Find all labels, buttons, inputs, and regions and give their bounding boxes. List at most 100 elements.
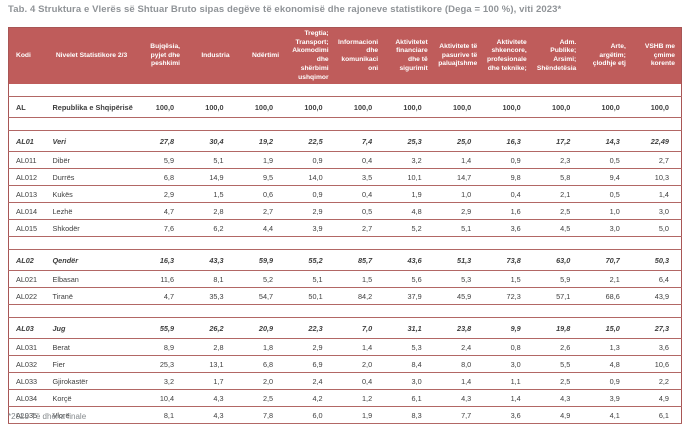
value-cell: 4,8: [384, 202, 434, 221]
value-cell: 2,5: [532, 372, 583, 391]
value-cell: 16,3: [136, 249, 187, 272]
spacer-cell: [8, 304, 682, 318]
value-cell: 43,3: [186, 249, 236, 272]
value-cell: 8,4: [384, 355, 434, 374]
value-cell: 1,4: [334, 338, 385, 357]
table-row: AL011 Dibër 5,9 5,1 1,9 0,9 0,4 3,2 1,4 0,9 2,3 0,5…: [8, 151, 682, 170]
value-cell: 1,0: [582, 202, 632, 221]
value-cell: 6,8: [136, 168, 187, 187]
value-cell: 4,5: [532, 219, 583, 238]
value-cell: 2,1: [532, 185, 583, 204]
value-cell: 100,0: [186, 96, 236, 119]
value-cell: 3,0: [582, 219, 632, 238]
value-cell: 2,0: [235, 372, 286, 391]
value-cell: 7,7: [433, 406, 484, 425]
value-cell: 9,5: [235, 168, 286, 187]
value-cell: 6,8: [235, 355, 286, 374]
value-cell: 4,3: [186, 389, 236, 408]
region-cell: Qendër: [48, 249, 137, 272]
value-cell: 17,2: [532, 130, 583, 153]
code-cell: AL033: [8, 372, 49, 391]
value-cell: 6,1: [384, 389, 434, 408]
value-cell: 1,4: [631, 185, 682, 204]
region-cell: Gjirokastër: [48, 372, 137, 391]
table-row: AL012 Durrës 6,8 14,9 9,5 14,0 3,5 10,1 14,7 9,8 5…: [8, 168, 682, 187]
value-cell: 45,9: [433, 287, 484, 306]
value-cell: 10,4: [136, 389, 187, 408]
value-cell: 55,9: [136, 317, 187, 340]
value-cell: 14,3: [582, 130, 632, 153]
value-cell: 19,2: [235, 130, 286, 153]
value-cell: 3,6: [483, 219, 533, 238]
value-cell: 43,6: [384, 249, 434, 272]
value-cell: 0,9: [582, 372, 632, 391]
value-cell: 100,0: [235, 96, 286, 119]
spacer-row: [8, 236, 682, 250]
value-cell: 2,4: [285, 372, 335, 391]
code-cell: AL012: [8, 168, 49, 187]
value-cell: 15,0: [582, 317, 632, 340]
region-cell: Jug: [48, 317, 137, 340]
value-cell: 100,0: [285, 96, 335, 119]
value-cell: 10,3: [631, 168, 682, 187]
code-cell: AL02: [8, 249, 49, 272]
code-cell: AL021: [8, 270, 49, 289]
spacer-row: [8, 84, 682, 97]
value-cell: 84,2: [334, 287, 385, 306]
value-cell: 5,2: [384, 219, 434, 238]
table-row: AL015 Shkodër 7,6 6,2 4,4 3,9 2,7 5,2 5,1 3,6 4,5 3…: [8, 219, 682, 238]
value-cell: 0,6: [235, 185, 286, 204]
value-cell: 3,0: [384, 372, 434, 391]
value-cell: 43,9: [631, 287, 682, 306]
value-cell: 10,6: [631, 355, 682, 374]
value-cell: 5,2: [235, 270, 286, 289]
region-cell: Lezhë: [48, 202, 137, 221]
table-row: AL033 Gjirokastër 3,2 1,7 2,0 2,4 0,4 3,0 1,4 1,1…: [8, 372, 682, 391]
value-cell: 25,3: [136, 355, 187, 374]
code-cell: AL035: [8, 406, 49, 425]
value-cell: 20,9: [235, 317, 286, 340]
table-row: AL013 Kukës 2,9 1,5 0,6 0,9 0,4 1,9 1,0 0,4 2,1 0,5…: [8, 185, 682, 204]
footnote: *2023 Të dhëna finale: [8, 412, 87, 421]
value-cell: 31,1: [384, 317, 434, 340]
code-cell: AL015: [8, 219, 49, 238]
value-cell: 1,5: [186, 185, 236, 204]
value-cell: 26,2: [186, 317, 236, 340]
value-cell: 8,3: [384, 406, 434, 425]
value-cell: 5,6: [384, 270, 434, 289]
value-cell: 55,2: [285, 249, 335, 272]
column-header: Ndërtimi: [235, 27, 286, 85]
value-cell: 57,1: [532, 287, 583, 306]
value-cell: 25,3: [384, 130, 434, 153]
value-cell: 3,0: [631, 202, 682, 221]
value-cell: 1,5: [334, 270, 385, 289]
value-cell: 14,9: [186, 168, 236, 187]
value-cell: 1,4: [483, 389, 533, 408]
column-header: Informacioni dhe komunikacioni: [334, 27, 385, 85]
value-cell: 51,3: [433, 249, 484, 272]
value-cell: 8,0: [433, 355, 484, 374]
value-cell: 4,9: [631, 389, 682, 408]
region-cell: Veri: [48, 130, 137, 153]
value-cell: 73,8: [483, 249, 533, 272]
value-cell: 6,1: [631, 406, 682, 425]
value-cell: 72,3: [483, 287, 533, 306]
value-cell: 10,1: [384, 168, 434, 187]
value-cell: 9,4: [582, 168, 632, 187]
value-cell: 3,9: [582, 389, 632, 408]
value-cell: 1,4: [433, 151, 484, 170]
value-cell: 2,3: [532, 151, 583, 170]
value-cell: 1,9: [334, 406, 385, 425]
code-cell: AL032: [8, 355, 49, 374]
value-cell: 0,9: [483, 151, 533, 170]
code-cell: AL03: [8, 317, 49, 340]
value-cell: 3,6: [483, 406, 533, 425]
value-cell: 1,9: [384, 185, 434, 204]
value-cell: 27,8: [136, 130, 187, 153]
value-cell: 50,3: [631, 249, 682, 272]
region-cell: Elbasan: [48, 270, 137, 289]
value-cell: 2,9: [285, 338, 335, 357]
value-cell: 11,6: [136, 270, 187, 289]
value-cell: 5,0: [631, 219, 682, 238]
column-header: Aktivitete shkencore, profesionale dhe t…: [483, 27, 533, 85]
